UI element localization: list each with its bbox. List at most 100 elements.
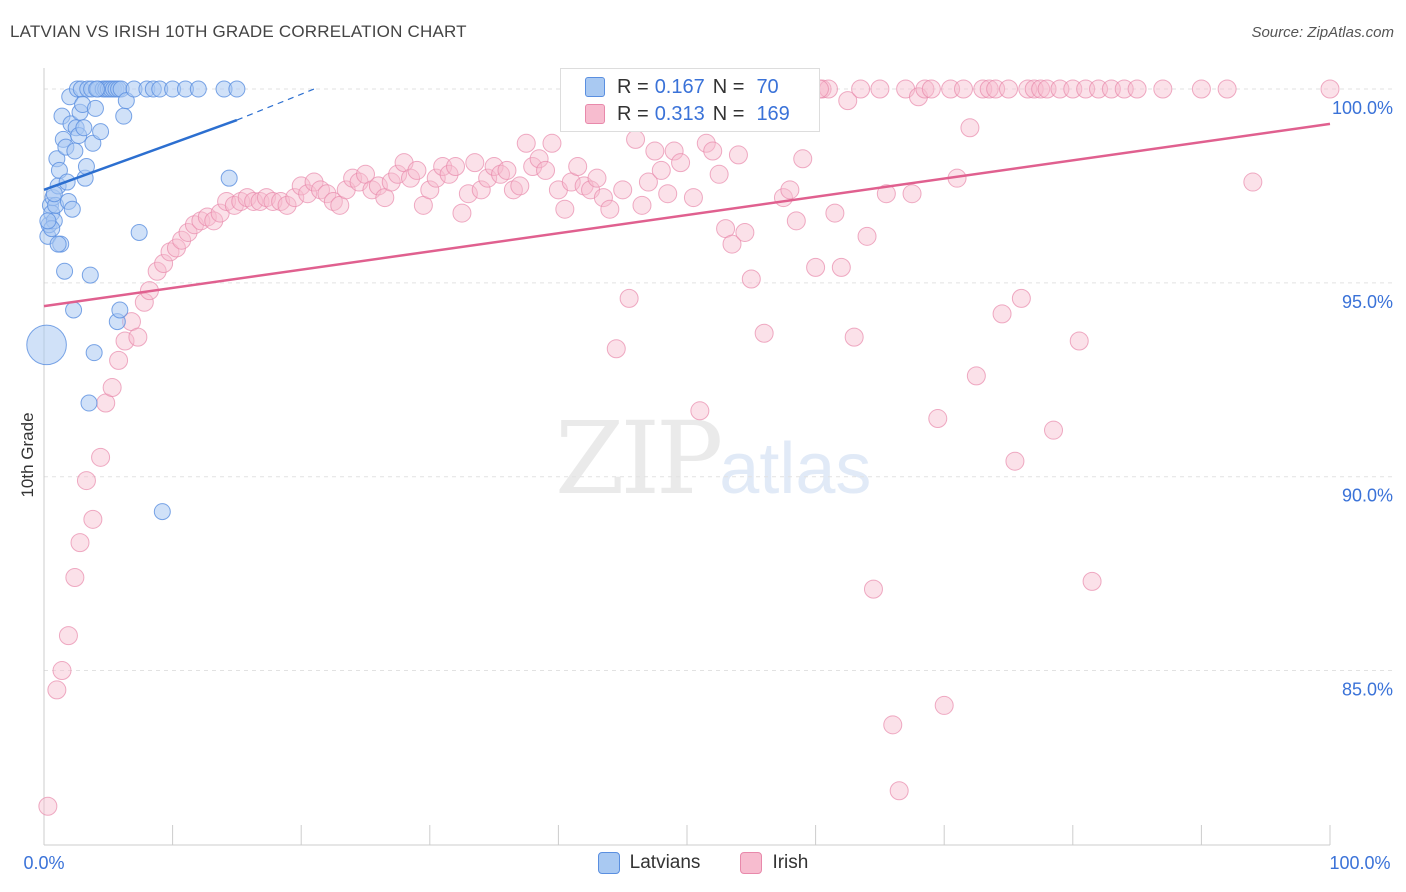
irish-point xyxy=(147,261,167,281)
irish-point xyxy=(754,323,774,343)
irish-point xyxy=(484,157,504,177)
irish-point xyxy=(915,79,935,99)
irish-point xyxy=(741,269,761,289)
irish-point xyxy=(471,180,491,200)
watermark-atlas: atlas xyxy=(719,429,872,509)
irish-point xyxy=(638,172,658,192)
latvian-point xyxy=(85,344,103,362)
irish-point xyxy=(76,471,96,491)
irish-point xyxy=(285,188,305,208)
x-tick-label: 0.0% xyxy=(23,853,64,873)
legend-item-latvians[interactable]: Latvians xyxy=(597,852,700,874)
irish-point xyxy=(47,680,67,700)
irish-point xyxy=(844,327,864,347)
irish-point xyxy=(277,195,297,215)
irish-point xyxy=(1191,79,1211,99)
irish-point xyxy=(857,226,877,246)
latvians-trend-extension xyxy=(236,88,315,121)
latvian-point xyxy=(49,235,67,253)
irish-point xyxy=(870,79,890,99)
chart-title: LATVIAN VS IRISH 10TH GRADE CORRELATION … xyxy=(10,22,467,41)
irish-point xyxy=(683,188,703,208)
irish-point xyxy=(1217,79,1237,99)
irish-point xyxy=(793,149,813,169)
irish-point xyxy=(883,715,903,735)
irish-point xyxy=(1044,420,1064,440)
irish-point xyxy=(465,153,485,173)
irish-point xyxy=(304,172,324,192)
watermark: ZIPatlas xyxy=(555,400,871,517)
irish-point xyxy=(1082,571,1102,591)
irish-trend-line xyxy=(43,122,1331,308)
irish-point xyxy=(587,168,607,188)
latvian-points xyxy=(26,80,246,521)
irish-r-value: 0.313 xyxy=(654,102,705,125)
irish-point xyxy=(317,184,337,204)
latvian-point xyxy=(111,301,129,319)
irish-point xyxy=(709,164,729,184)
irish-point xyxy=(838,91,858,111)
irish-point xyxy=(529,149,549,169)
latvian-point xyxy=(115,107,133,125)
y-tick-label: 95.0% xyxy=(1342,292,1393,312)
irish-point xyxy=(381,172,401,192)
axes xyxy=(43,68,1331,846)
irish-point xyxy=(632,195,652,215)
latvians-swatch xyxy=(585,77,605,97)
irish-point xyxy=(786,211,806,231)
latvian-point xyxy=(81,266,99,284)
y-tick-label: 90.0% xyxy=(1342,486,1393,506)
irish-point xyxy=(115,331,135,351)
irish-point xyxy=(523,157,543,177)
irish-point xyxy=(1005,451,1025,471)
irish-point xyxy=(446,157,466,177)
irish-point xyxy=(728,145,748,165)
irish-point xyxy=(671,153,691,173)
irish-point xyxy=(58,626,78,646)
irish-point xyxy=(568,157,588,177)
irish-point xyxy=(703,141,723,161)
irish-point xyxy=(876,184,896,204)
legend-irish-swatch xyxy=(740,852,763,874)
irish-point xyxy=(542,133,562,153)
irish-point xyxy=(510,176,530,196)
irish-point xyxy=(992,304,1012,324)
irish-point xyxy=(38,796,58,816)
latvians-n-label: N = xyxy=(712,75,745,98)
irish-point xyxy=(91,447,111,467)
irish-point xyxy=(298,184,318,204)
legend-irish-label: Irish xyxy=(772,852,809,873)
irish-point xyxy=(600,199,620,219)
irish-point xyxy=(172,230,192,250)
irish-swatch xyxy=(585,104,605,124)
legend-item-irish[interactable]: Irish xyxy=(740,852,808,874)
irish-point xyxy=(966,366,986,386)
irish-point xyxy=(658,184,678,204)
irish-point xyxy=(452,203,472,223)
irish-r-label: R = xyxy=(617,102,649,125)
irish-point xyxy=(1320,79,1340,99)
irish-point xyxy=(497,160,517,180)
irish-point xyxy=(1153,79,1173,99)
irish-point xyxy=(134,292,154,312)
irish-point xyxy=(244,191,264,211)
irish-point xyxy=(83,509,103,529)
latvians-r-value: 0.167 xyxy=(654,75,705,98)
irish-point xyxy=(851,79,871,99)
latvian-point xyxy=(88,80,106,98)
irish-point xyxy=(1069,331,1089,351)
irish-point xyxy=(626,129,646,149)
irish-point xyxy=(1127,79,1147,99)
irish-point xyxy=(645,141,665,161)
irish-point xyxy=(606,339,626,359)
irish-point xyxy=(128,327,148,347)
latvians-trend-line xyxy=(43,118,238,191)
irish-point xyxy=(722,234,742,254)
trend-lines xyxy=(43,88,1331,308)
irish-point xyxy=(178,222,198,242)
irish-point xyxy=(368,176,388,196)
latvian-point xyxy=(92,123,110,141)
irish-point xyxy=(690,401,710,421)
irish-point xyxy=(439,164,459,184)
